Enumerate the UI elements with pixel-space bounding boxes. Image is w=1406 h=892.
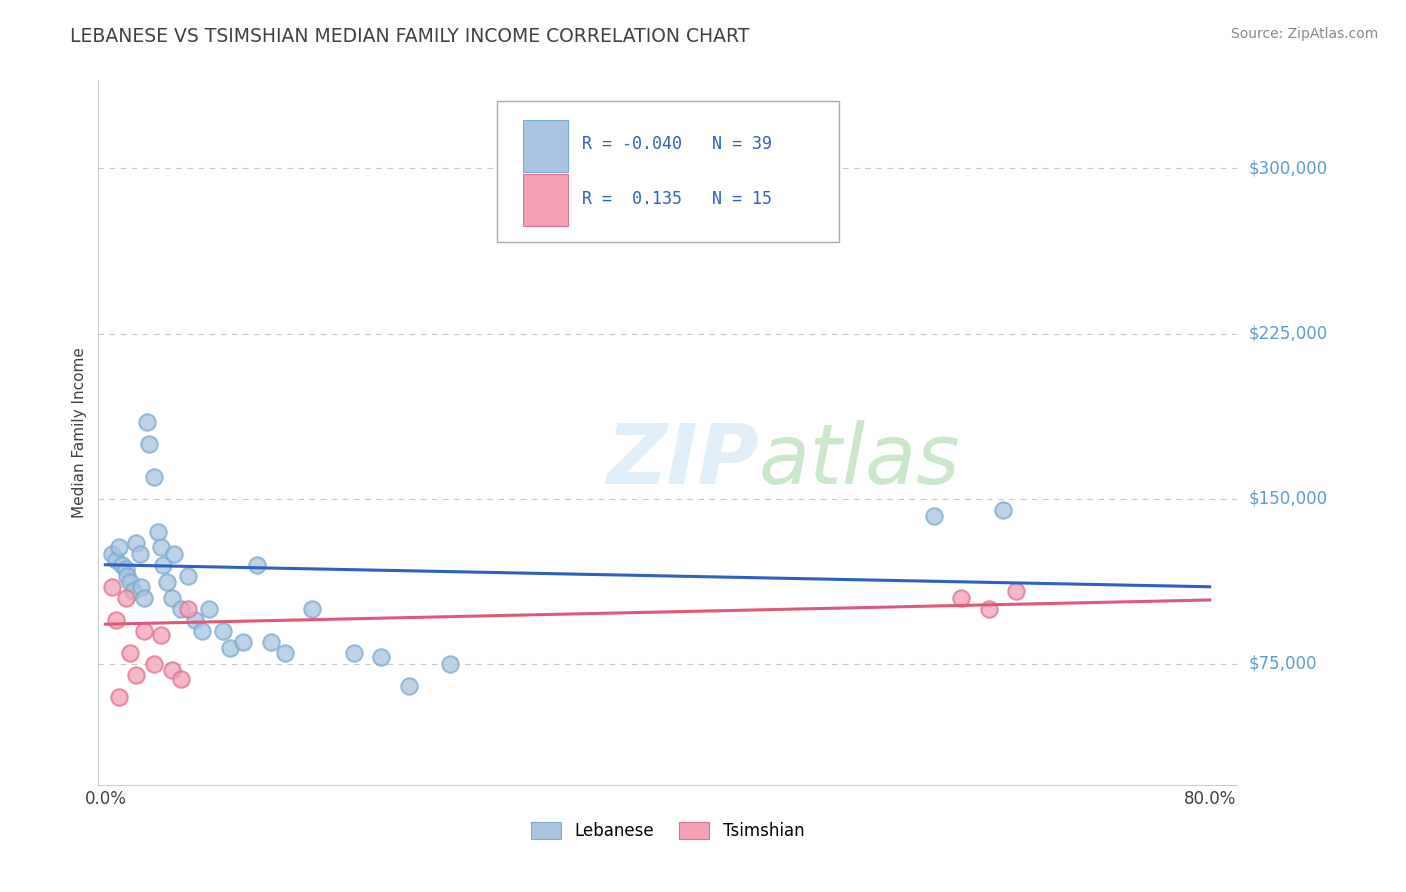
Point xyxy=(135,415,157,429)
Point xyxy=(122,584,145,599)
Text: $150,000: $150,000 xyxy=(1249,490,1327,508)
Point xyxy=(132,624,155,638)
Point xyxy=(246,558,269,572)
Text: $75,000: $75,000 xyxy=(1249,655,1317,673)
Point xyxy=(160,664,183,678)
Point xyxy=(125,668,148,682)
Y-axis label: Median Family Income: Median Family Income xyxy=(72,347,87,518)
Point xyxy=(128,547,150,561)
Text: ZIP: ZIP xyxy=(606,420,759,501)
Text: R = -0.040   N = 39: R = -0.040 N = 39 xyxy=(582,135,772,153)
Point xyxy=(191,624,214,638)
Point xyxy=(301,602,323,616)
Text: atlas: atlas xyxy=(759,420,960,501)
Point xyxy=(977,602,1000,616)
Point xyxy=(170,602,193,616)
Point xyxy=(138,436,160,450)
Point xyxy=(370,650,392,665)
Point xyxy=(218,641,240,656)
Point xyxy=(142,657,165,671)
Point xyxy=(120,575,142,590)
Point xyxy=(115,591,138,605)
Point xyxy=(260,635,283,649)
FancyBboxPatch shape xyxy=(523,174,568,227)
Point xyxy=(177,568,200,582)
Point xyxy=(132,591,155,605)
Point xyxy=(105,613,128,627)
Point xyxy=(115,562,138,576)
Point xyxy=(156,575,179,590)
Text: $300,000: $300,000 xyxy=(1249,160,1327,178)
Point xyxy=(922,509,945,524)
Point xyxy=(398,679,420,693)
Point xyxy=(211,624,233,638)
Point xyxy=(125,535,148,549)
Point xyxy=(111,558,134,572)
Point xyxy=(108,540,131,554)
Point xyxy=(101,547,124,561)
Point xyxy=(170,673,193,687)
Point xyxy=(120,646,142,660)
Point xyxy=(274,646,297,660)
FancyBboxPatch shape xyxy=(523,120,568,172)
Point xyxy=(198,602,221,616)
Point xyxy=(950,591,973,605)
Point xyxy=(232,635,254,649)
Point xyxy=(991,502,1014,516)
Text: LEBANESE VS TSIMSHIAN MEDIAN FAMILY INCOME CORRELATION CHART: LEBANESE VS TSIMSHIAN MEDIAN FAMILY INCO… xyxy=(70,27,749,45)
Legend: Lebanese, Tsimshian: Lebanese, Tsimshian xyxy=(524,815,811,847)
Point xyxy=(149,628,172,642)
Point xyxy=(160,591,183,605)
Point xyxy=(105,553,128,567)
Point xyxy=(152,558,174,572)
Point xyxy=(142,469,165,483)
FancyBboxPatch shape xyxy=(498,102,839,243)
Text: R =  0.135   N = 15: R = 0.135 N = 15 xyxy=(582,190,772,208)
Text: Source: ZipAtlas.com: Source: ZipAtlas.com xyxy=(1230,27,1378,41)
Point xyxy=(108,690,131,704)
Point xyxy=(146,524,169,539)
Text: $225,000: $225,000 xyxy=(1249,325,1327,343)
Point xyxy=(343,646,366,660)
Point xyxy=(129,580,152,594)
Point xyxy=(184,613,207,627)
Point xyxy=(163,547,186,561)
Point xyxy=(117,568,139,582)
Point xyxy=(439,657,461,671)
Point xyxy=(149,540,172,554)
Point xyxy=(101,580,124,594)
Point xyxy=(177,602,200,616)
Point xyxy=(1005,584,1028,599)
